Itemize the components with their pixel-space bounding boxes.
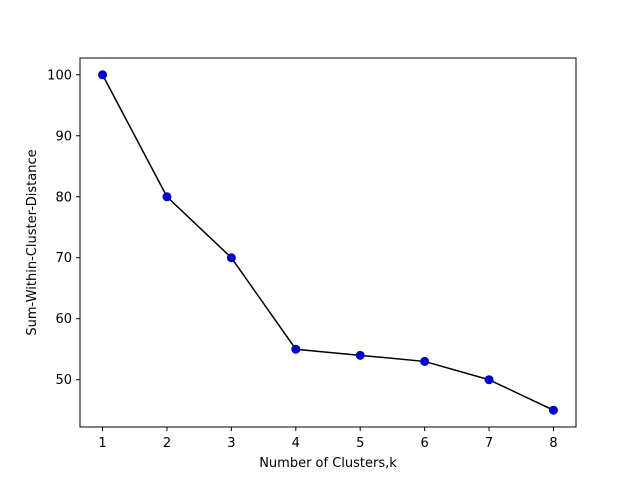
- y-axis: 50 60 70 80 90 100: [47, 68, 80, 388]
- plot-frame: [79, 57, 577, 428]
- plot-area: [80, 58, 576, 427]
- data-point: [291, 344, 301, 354]
- y-tick-label: 100: [47, 68, 72, 83]
- x-tick-label: 6: [420, 436, 428, 451]
- y-tick-label: 50: [55, 373, 72, 388]
- data-point: [226, 253, 236, 263]
- data-point: [484, 375, 494, 385]
- x-tick-label: 2: [163, 436, 171, 451]
- series-points: [98, 70, 558, 415]
- data-point: [355, 350, 365, 360]
- data-point: [548, 405, 558, 415]
- y-tick-label: 80: [55, 190, 72, 205]
- x-tick-label: 4: [292, 436, 300, 451]
- series-line: [101, 74, 554, 411]
- x-tick-label: 3: [227, 436, 235, 451]
- y-tick-label: 60: [55, 312, 72, 327]
- x-tick-label: 8: [549, 436, 557, 451]
- x-axis: 1 2 3 4 5 6 7 8: [98, 427, 558, 451]
- x-tick-label: 1: [98, 436, 106, 451]
- x-tick-label: 7: [485, 436, 493, 451]
- y-axis-label: Sum-Within-Cluster-Distance: [25, 149, 40, 335]
- data-point: [420, 356, 430, 366]
- data-point: [162, 192, 172, 202]
- x-tick-label: 5: [356, 436, 364, 451]
- data-point: [98, 70, 108, 80]
- x-axis-label: Number of Clusters,k: [259, 456, 397, 471]
- y-tick-label: 90: [55, 129, 72, 144]
- y-tick-label: 70: [55, 251, 72, 266]
